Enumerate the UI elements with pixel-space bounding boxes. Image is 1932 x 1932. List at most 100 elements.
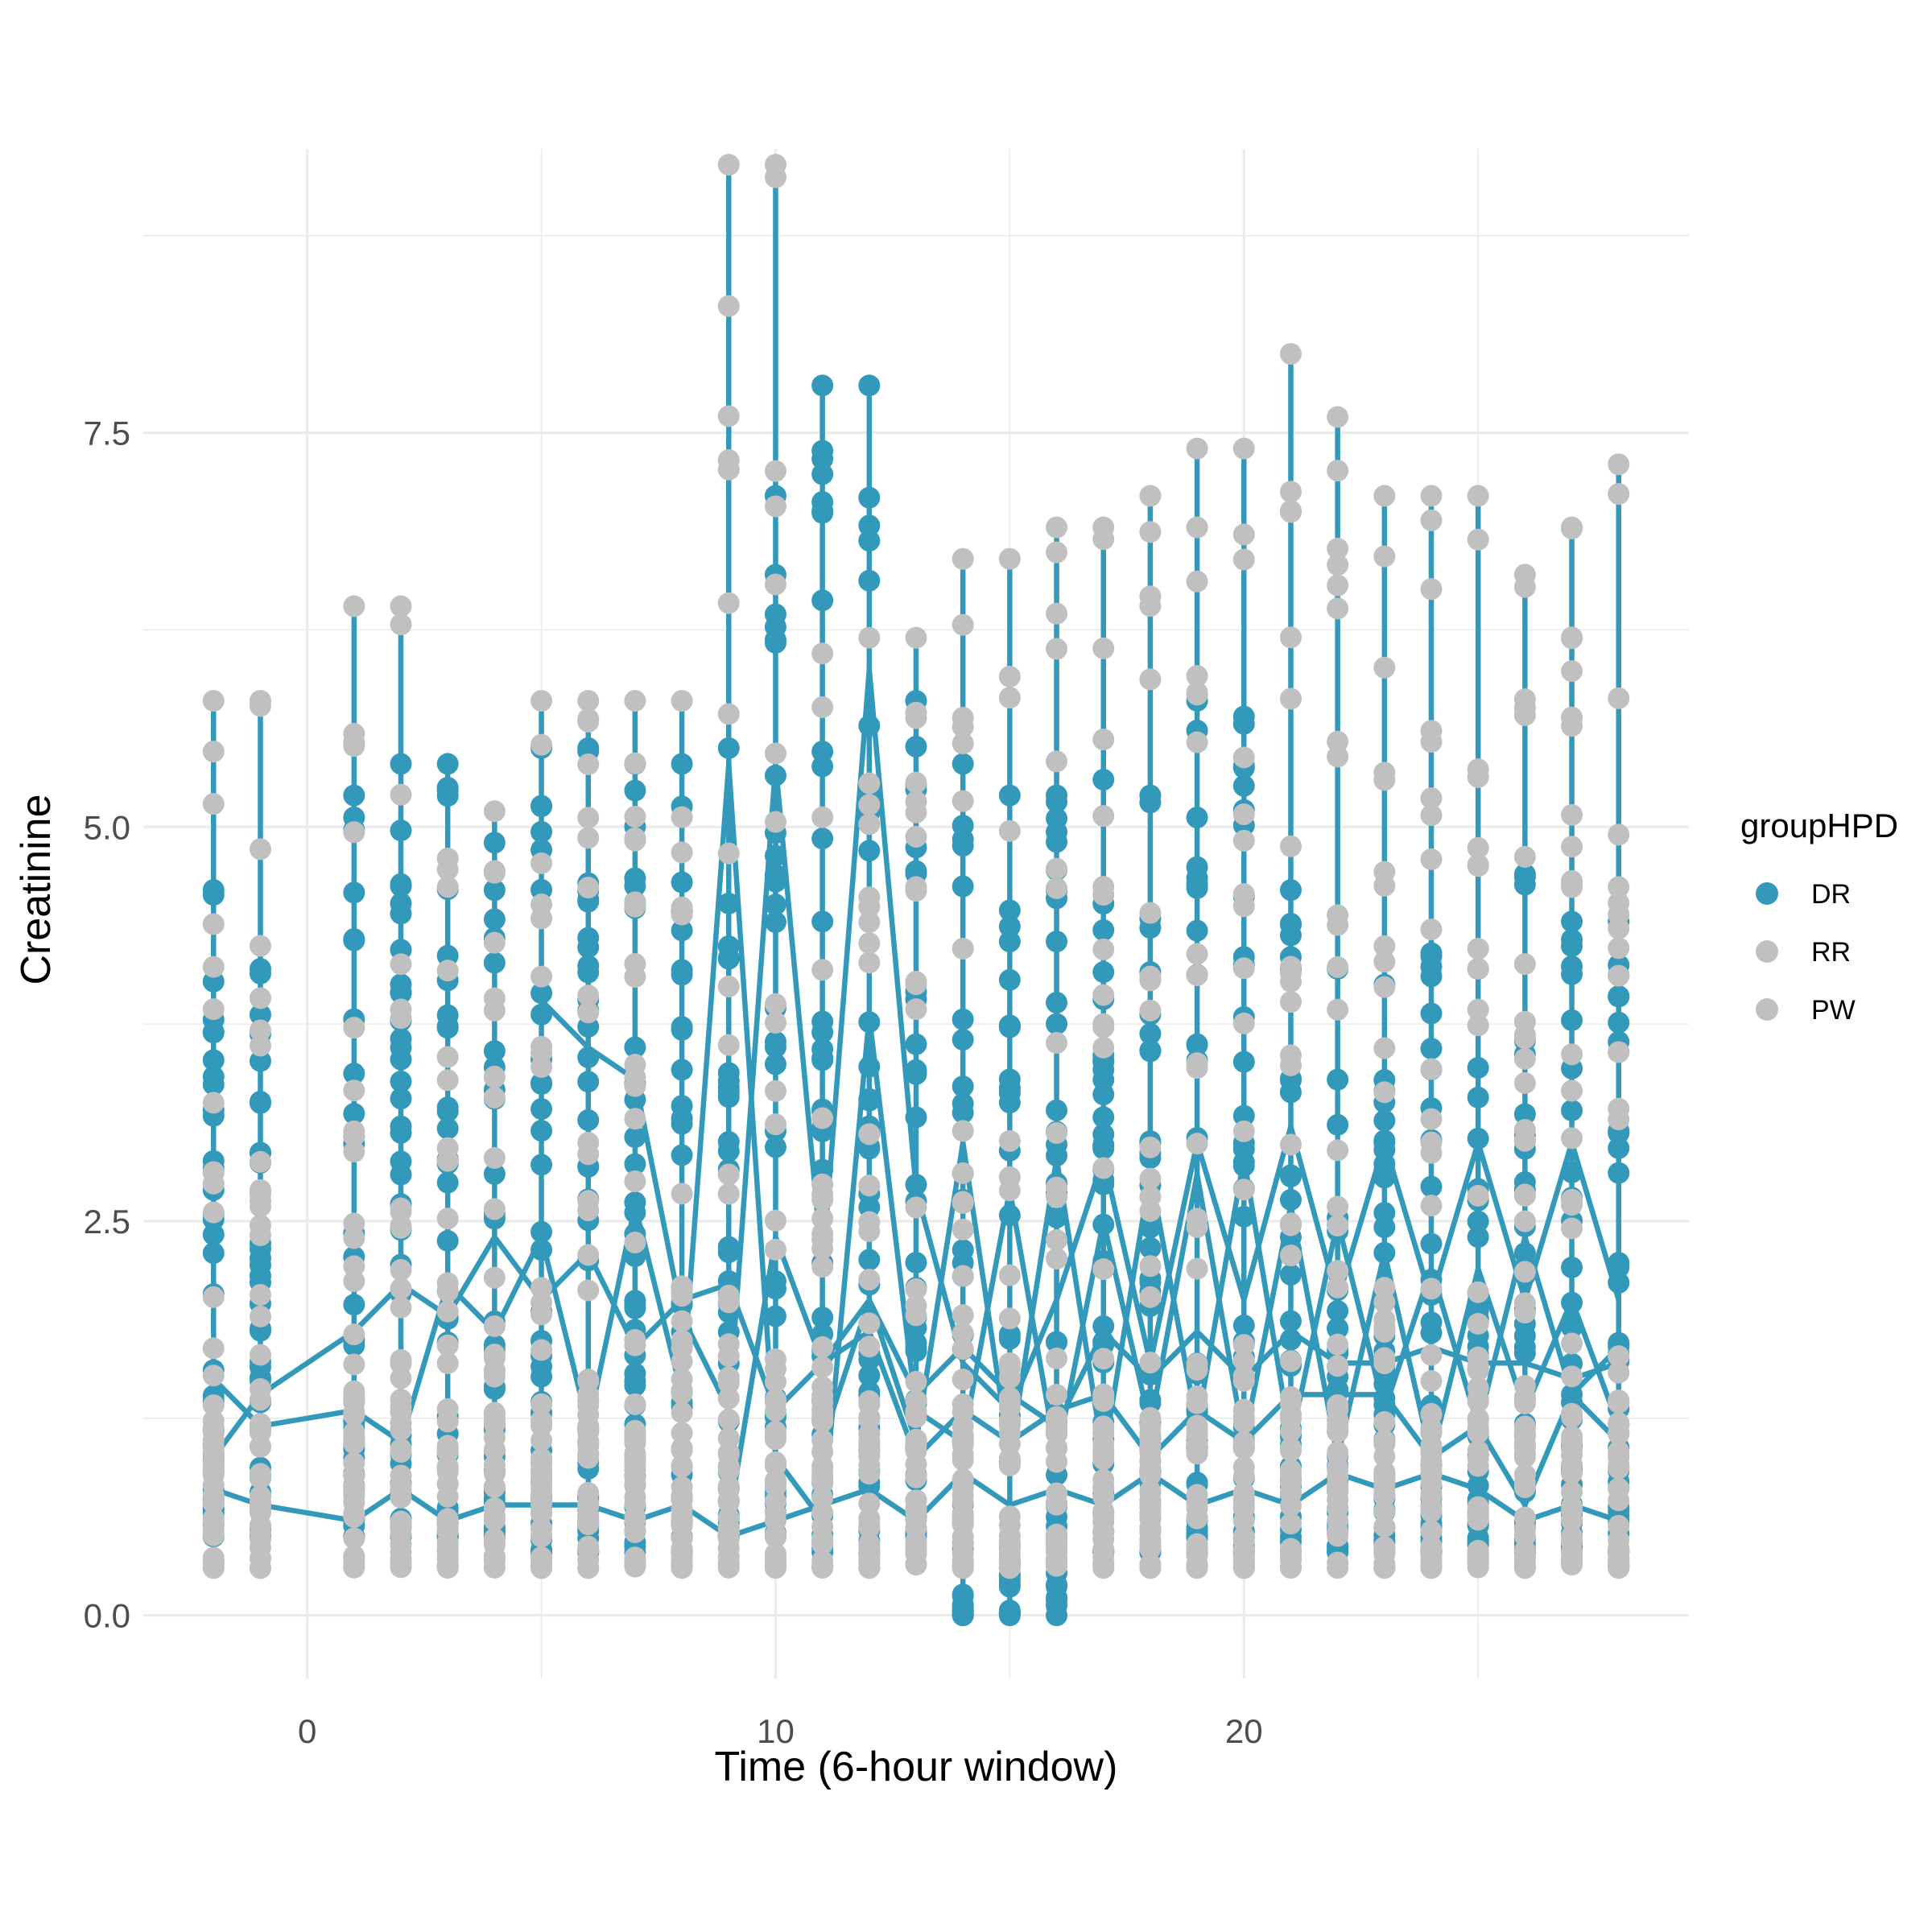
rr-pw-point [858, 794, 881, 816]
rr-pw-point [1327, 1456, 1349, 1479]
dr-point [1092, 1213, 1115, 1236]
dr-point [1046, 1099, 1068, 1121]
rr-pw-point [1608, 892, 1630, 914]
rr-pw-point [530, 1552, 553, 1575]
rr-pw-point [202, 913, 225, 935]
rr-pw-point [1279, 835, 1302, 857]
rr-pw-point [1608, 1345, 1630, 1368]
dr-point [1561, 1316, 1583, 1339]
rr-pw-point [717, 1521, 740, 1544]
dr-point [1467, 1086, 1489, 1108]
rr-pw-point [1420, 1402, 1443, 1425]
rr-pw-point [858, 911, 881, 934]
dr-point [905, 1174, 927, 1196]
rr-pw-point [1092, 1258, 1115, 1281]
rr-pw-point [717, 842, 740, 865]
dr-point [202, 1242, 225, 1265]
dr-point [998, 1604, 1021, 1627]
rr-pw-point [998, 819, 1021, 842]
dr-point [483, 908, 506, 931]
rr-pw-point [1467, 528, 1489, 551]
dr-point [671, 1113, 693, 1135]
rr-pw-point [1092, 729, 1115, 751]
rr-pw-point [1420, 1495, 1443, 1517]
dr-point [343, 1063, 365, 1085]
dr-point [436, 1096, 459, 1119]
dr-point [671, 1095, 693, 1117]
dr-point [1561, 1161, 1583, 1183]
dr-point [764, 911, 786, 934]
rr-pw-point [858, 1390, 881, 1413]
dr-point [1279, 1310, 1302, 1332]
dr-point [764, 894, 786, 916]
dr-point [249, 1004, 271, 1026]
dr-point [530, 982, 553, 1005]
rr-pw-point [1046, 516, 1068, 539]
rr-pw-point [1327, 574, 1349, 597]
rr-pw-point [1467, 998, 1489, 1021]
rr-pw-point [483, 1476, 506, 1498]
dr-point [717, 1070, 740, 1092]
y-axis-title: Creatinine [13, 794, 60, 985]
legend-key-dr [1756, 882, 1778, 905]
rr-pw-point [1327, 998, 1349, 1021]
rr-pw-point [671, 1402, 693, 1424]
rr-pw-point [1046, 750, 1068, 773]
rr-pw-point [952, 547, 974, 570]
rr-pw-point [1420, 1278, 1443, 1300]
rr-pw-point [1186, 1507, 1208, 1530]
dr-point [1046, 1331, 1068, 1353]
rr-pw-point [1139, 1553, 1162, 1575]
rr-pw-point [998, 1352, 1021, 1375]
dr-point [858, 514, 881, 537]
dr-point [1279, 1263, 1302, 1286]
rr-pw-point [858, 1441, 881, 1463]
rr-pw-point [905, 1501, 927, 1524]
rr-pw-point [1139, 1136, 1162, 1158]
rr-pw-point [905, 1294, 927, 1317]
rr-pw-point [811, 642, 834, 665]
legend-label-dr: DR [1811, 879, 1851, 910]
rr-pw-point [1608, 1413, 1630, 1435]
dr-point [952, 1092, 974, 1115]
rr-pw-point [1279, 1494, 1302, 1517]
rr-pw-point [1186, 1057, 1208, 1080]
rr-pw-point [671, 1476, 693, 1498]
dr-point [390, 902, 412, 925]
rr-pw-point [390, 1348, 412, 1371]
rr-pw-point [1420, 804, 1443, 827]
dr-point [624, 1290, 646, 1312]
rr-pw-point [952, 1504, 974, 1526]
rr-pw-point [952, 1162, 974, 1184]
dr-point [858, 486, 881, 509]
rr-pw-point [764, 1238, 786, 1261]
dr-point [249, 1247, 271, 1269]
rr-pw-point [1279, 1214, 1302, 1236]
dr-point [436, 753, 459, 775]
rr-pw-point [343, 1255, 365, 1278]
dr-point [858, 840, 881, 862]
rr-pw-point [905, 771, 927, 794]
rr-pw-point [202, 1162, 225, 1184]
rr-pw-point [577, 877, 600, 899]
rr-pw-point [1139, 999, 1162, 1022]
rr-pw-point [1327, 460, 1349, 482]
rr-pw-point [1420, 1108, 1443, 1130]
dr-point [998, 968, 1021, 991]
rr-pw-point [624, 895, 646, 918]
rr-pw-point [1513, 704, 1536, 727]
rr-pw-point [1373, 1037, 1396, 1059]
rr-pw-point [1561, 1402, 1583, 1425]
rr-pw-point [249, 935, 271, 957]
rr-pw-point [530, 1459, 553, 1481]
rr-pw-point [1139, 1480, 1162, 1502]
dr-point [483, 879, 506, 902]
dr-point [1046, 1604, 1068, 1627]
rr-pw-point [858, 772, 881, 795]
rr-pw-point [577, 1143, 600, 1166]
dr-point [436, 1117, 459, 1140]
rr-pw-point [1608, 1447, 1630, 1469]
rr-pw-point [343, 1385, 365, 1407]
rr-pw-point [1561, 1462, 1583, 1484]
legend-title: groupHPD [1740, 807, 1898, 844]
